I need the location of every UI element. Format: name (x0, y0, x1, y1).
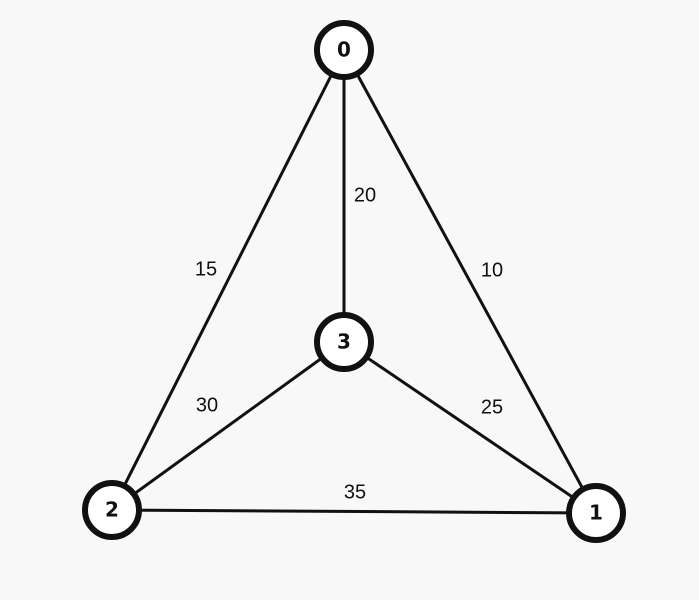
node-2-label: 2 (105, 498, 119, 522)
edge-weight-3-2: 30 (196, 394, 218, 416)
node-0-label: 0 (337, 38, 351, 62)
node-1: 1 (566, 483, 626, 543)
node-3-circle (314, 312, 374, 372)
edge-weight-0-2: 15 (195, 258, 217, 280)
node-2: 2 (82, 480, 142, 540)
nodes-layer: 0 1 2 3 (82, 20, 626, 543)
edge-weight-0-1: 10 (481, 259, 503, 281)
node-3: 3 (314, 312, 374, 372)
edge-3-2 (110, 340, 346, 512)
edge-weights-layer: 10 15 20 25 30 35 (195, 184, 503, 503)
edge-0-2 (110, 48, 346, 512)
node-1-circle (566, 483, 626, 543)
node-1-label: 1 (589, 501, 603, 525)
edge-weight-2-1: 35 (344, 481, 366, 503)
edge-0-1 (342, 48, 598, 515)
node-2-circle (82, 480, 142, 540)
edge-2-1 (110, 508, 598, 515)
edge-weight-0-3: 20 (354, 184, 376, 206)
edges-layer (110, 48, 598, 515)
node-3-label: 3 (337, 330, 351, 354)
edge-3-1 (342, 340, 598, 515)
node-0-circle (314, 20, 374, 80)
node-0: 0 (314, 20, 374, 80)
edge-weight-3-1: 25 (481, 396, 503, 418)
